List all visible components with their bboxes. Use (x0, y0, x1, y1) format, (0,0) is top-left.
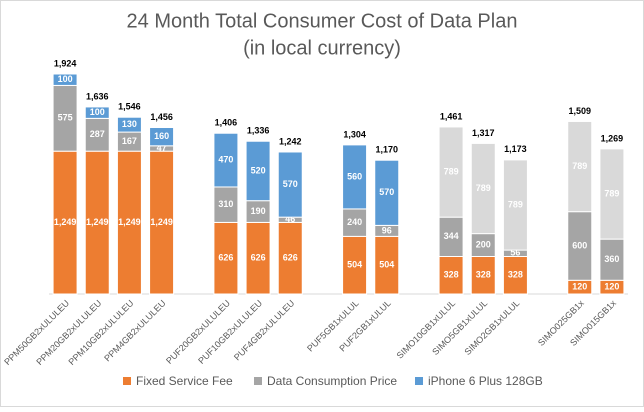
data-label: 789 (476, 183, 491, 193)
legend-label: Fixed Service Fee (136, 374, 233, 388)
data-label: 200 (476, 239, 491, 249)
bar-segment (149, 150, 175, 295)
bar-segment (342, 144, 368, 210)
data-label: 789 (604, 188, 619, 198)
data-label: 789 (572, 161, 587, 171)
bar-segment (342, 235, 368, 295)
data-label: 504 (347, 260, 362, 270)
data-label: 190 (251, 206, 266, 216)
total-label: 1,242 (279, 136, 302, 146)
total-label: 1,924 (54, 58, 77, 68)
total-label: 1,456 (150, 112, 173, 122)
data-label: 100 (58, 74, 73, 84)
data-label: 1,249 (118, 217, 141, 227)
total-label: 1,636 (86, 91, 109, 101)
total-label: 1,336 (247, 126, 270, 136)
data-label: 575 (58, 113, 73, 123)
bar-segment (470, 255, 496, 295)
bar-segment (374, 159, 400, 226)
total-label: 1,269 (601, 133, 624, 143)
total-label: 1,173 (504, 144, 527, 154)
data-label: 46 (285, 214, 295, 224)
data-label: 520 (251, 165, 266, 175)
data-label: 328 (444, 270, 459, 280)
bar-segment (116, 116, 142, 133)
bar-segment (438, 255, 464, 295)
bar-segment (213, 132, 239, 188)
data-label: 789 (444, 166, 459, 176)
data-label: 328 (476, 270, 491, 280)
data-label: 1,249 (150, 217, 173, 227)
data-label: 789 (508, 199, 523, 209)
data-label: 344 (444, 231, 459, 241)
data-label: 626 (251, 253, 266, 263)
total-label: 1,461 (440, 111, 463, 121)
bar-segment (567, 211, 593, 281)
data-label: 1,249 (86, 217, 109, 227)
total-label: 1,406 (215, 118, 238, 128)
data-label: 328 (508, 270, 523, 280)
bar-segment (502, 159, 528, 251)
bar-segment (245, 140, 271, 202)
legend-label: Data Consumption Price (267, 374, 397, 388)
data-label: 160 (154, 131, 169, 141)
data-label: 120 (604, 282, 619, 292)
legend-swatch (415, 377, 423, 385)
data-label: 626 (218, 253, 233, 263)
bar-segment (52, 73, 78, 86)
chart-title: 24 Month Total Consumer Cost of Data Pla… (127, 10, 518, 32)
bar-segment (84, 150, 110, 295)
chart-subtitle: (in local currency) (243, 37, 401, 59)
bar-segment (52, 150, 78, 295)
bar-segment (470, 142, 496, 235)
total-label: 1,509 (568, 106, 591, 116)
bar-segment (342, 208, 368, 237)
data-label: 360 (604, 254, 619, 264)
legend-swatch (254, 377, 262, 385)
data-label: 130 (122, 119, 137, 129)
bar-segment (149, 127, 175, 147)
data-label: 310 (218, 199, 233, 209)
bar-segment (277, 151, 303, 218)
data-label: 1,249 (54, 217, 77, 227)
total-label: 1,304 (343, 129, 366, 139)
data-label: 120 (572, 282, 587, 292)
bar-segment (84, 117, 110, 152)
data-label: 470 (218, 154, 233, 164)
data-label: 96 (382, 225, 392, 235)
legend-label: iPhone 6 Plus 128GB (428, 374, 543, 388)
data-label: 570 (379, 187, 394, 197)
bar-segment (374, 235, 400, 295)
bar-segment (84, 106, 110, 119)
total-label: 1,317 (472, 128, 495, 138)
bar-segment (245, 221, 271, 295)
total-label: 1,170 (375, 145, 398, 155)
bar-segment (438, 216, 464, 257)
bar-segment (213, 221, 239, 295)
bar-segment (502, 255, 528, 295)
bar-segment (599, 148, 625, 240)
data-label: 626 (283, 253, 298, 263)
bar-segment (599, 238, 625, 281)
data-label: 56 (510, 248, 520, 258)
bar-segment (116, 150, 142, 295)
data-label: 504 (379, 260, 394, 270)
data-label: 167 (122, 136, 137, 146)
bar-segment (213, 186, 239, 223)
bar-segment (567, 120, 593, 213)
data-label: 240 (347, 217, 362, 227)
data-label: 287 (90, 129, 105, 139)
data-label: 47 (157, 143, 167, 153)
data-label: 570 (283, 179, 298, 189)
data-label: 560 (347, 171, 362, 181)
bar-segment (438, 126, 464, 218)
total-label: 1,546 (118, 102, 141, 112)
data-label: 600 (572, 240, 587, 250)
data-label: 100 (90, 107, 105, 117)
legend-swatch (123, 377, 131, 385)
